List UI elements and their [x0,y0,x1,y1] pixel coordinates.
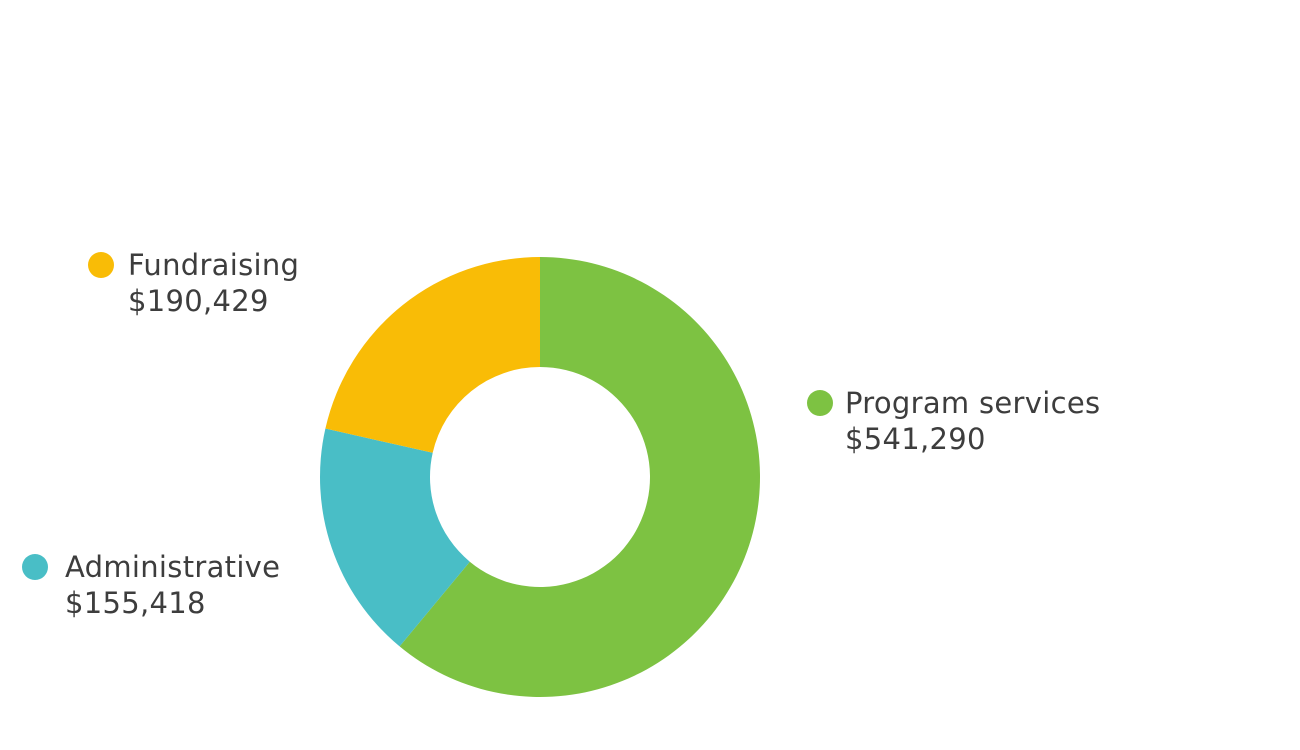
legend-dot-program-services [807,390,833,416]
legend-label-program-services: Program services [845,386,1101,420]
legend-value-fundraising: $190,429 [128,284,269,318]
legend-dot-fundraising [88,252,114,278]
legend-label-fundraising: Fundraising [128,248,300,282]
slice-administrative [320,428,470,647]
slice-fundraising [325,257,540,453]
donut-slices [320,257,760,697]
legend-dot-administrative [22,554,48,580]
legend-value-administrative: $155,418 [65,586,206,620]
legend-value-program-services: $541,290 [845,422,986,456]
legend-label-administrative: Administrative [65,550,281,584]
slice-program-services [399,257,760,697]
